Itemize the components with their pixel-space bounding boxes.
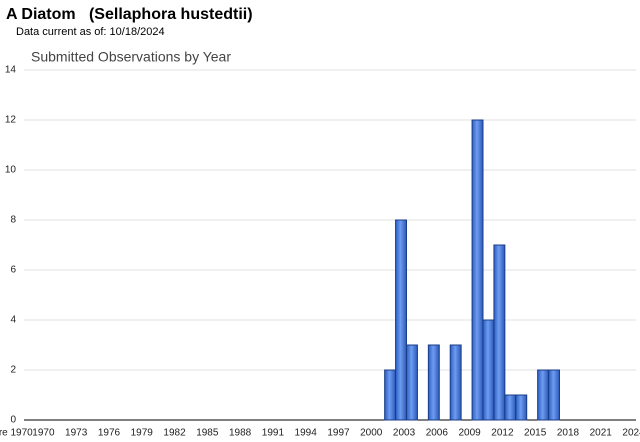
y-tick-label: 0 — [10, 415, 16, 426]
x-tick-label: 1970 — [32, 428, 55, 439]
bar — [427, 344, 440, 421]
x-tick-label: 2012 — [491, 428, 514, 439]
x-tick-label: 1982 — [163, 428, 186, 439]
x-tick-label: pre 1970 — [0, 428, 33, 439]
y-tick-label: 14 — [5, 65, 17, 76]
x-tick-label: 2000 — [360, 428, 383, 439]
y-tick-label: 10 — [5, 165, 17, 176]
x-tick-label: 1988 — [229, 428, 252, 439]
x-tick-label: 1991 — [262, 428, 285, 439]
y-tick-label: 4 — [10, 315, 16, 326]
x-tick-label: 2003 — [393, 428, 416, 439]
x-tick-label: 2018 — [557, 428, 580, 439]
x-tick-label: 2024 — [622, 428, 640, 439]
x-tick-label: 2006 — [426, 428, 449, 439]
bar — [406, 344, 418, 421]
x-tick-label: 2021 — [590, 428, 613, 439]
bar — [515, 394, 528, 421]
chart-title: Submitted Observations by Year — [31, 49, 231, 65]
x-tick-label: 1997 — [327, 428, 350, 439]
x-tick-label: 2009 — [458, 428, 481, 439]
bar — [504, 394, 517, 421]
page-title: A Diatom (Sellaphora hustedtii) — [6, 6, 253, 23]
y-tick-label: 12 — [5, 115, 17, 126]
y-tick-label: 6 — [10, 265, 16, 276]
bar — [449, 344, 462, 421]
bar — [395, 219, 408, 421]
bar — [548, 369, 560, 421]
x-tick-label: 1973 — [65, 428, 88, 439]
bar — [537, 369, 550, 421]
bar — [482, 319, 495, 421]
x-tick-label: 2015 — [524, 428, 547, 439]
bar — [471, 119, 484, 421]
x-tick-label: 1976 — [98, 428, 121, 439]
bar — [493, 244, 506, 421]
y-tick-label: 8 — [10, 215, 16, 226]
page-subtitle: Data current as of: 10/18/2024 — [16, 26, 165, 38]
y-tick-label: 2 — [10, 365, 16, 376]
x-tick-label: 1994 — [295, 428, 318, 439]
bar — [384, 369, 397, 421]
x-tick-label: 1979 — [131, 428, 154, 439]
x-tick-label: 1985 — [196, 428, 219, 439]
